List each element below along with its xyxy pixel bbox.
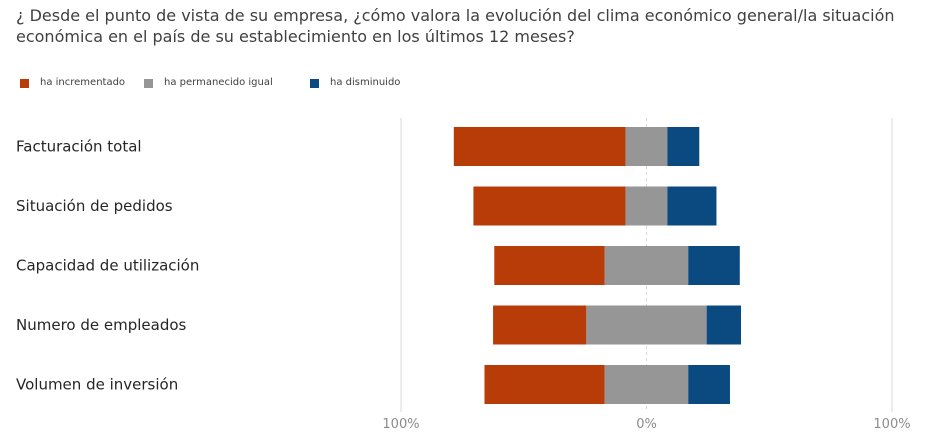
bar-segment (625, 186, 668, 226)
bar-segment (625, 127, 668, 166)
category-label: Facturación total (16, 138, 142, 156)
legend-label: ha permanecido igual (164, 77, 273, 88)
legend-label: ha incrementado (40, 77, 126, 88)
bar-segment (667, 127, 700, 166)
bar-segment (494, 246, 605, 285)
bar-segment (688, 365, 730, 404)
category-label: Capacidad de utilización (16, 257, 199, 275)
category-label: Numero de empleados (16, 316, 187, 334)
bar-segment (604, 246, 689, 285)
bar-segment (586, 305, 707, 345)
x-tick-label: 100% (382, 417, 419, 432)
bar-segment (667, 186, 717, 226)
category-label: Volumen de inversión (16, 376, 178, 394)
bar-segment (493, 305, 587, 345)
legend-swatch-ha-disminuido (310, 79, 319, 88)
x-tick-label: 0% (636, 417, 657, 432)
bar-segment (453, 127, 626, 166)
bar-segment (604, 365, 689, 404)
bar-segment (484, 365, 605, 404)
x-tick-label: 100% (873, 417, 910, 432)
legend-swatch-ha-incrementado (20, 79, 29, 88)
bar-segment (706, 305, 742, 345)
category-label: Situación de pedidos (16, 197, 173, 215)
chart-question-title: ¿ Desde el punto de vista de su empresa,… (16, 6, 895, 46)
bar-segment (688, 246, 740, 285)
legend-label: ha disminuido (330, 77, 401, 88)
bar-segment (473, 186, 626, 226)
legend-swatch-ha-permanecido-igual (144, 79, 153, 88)
